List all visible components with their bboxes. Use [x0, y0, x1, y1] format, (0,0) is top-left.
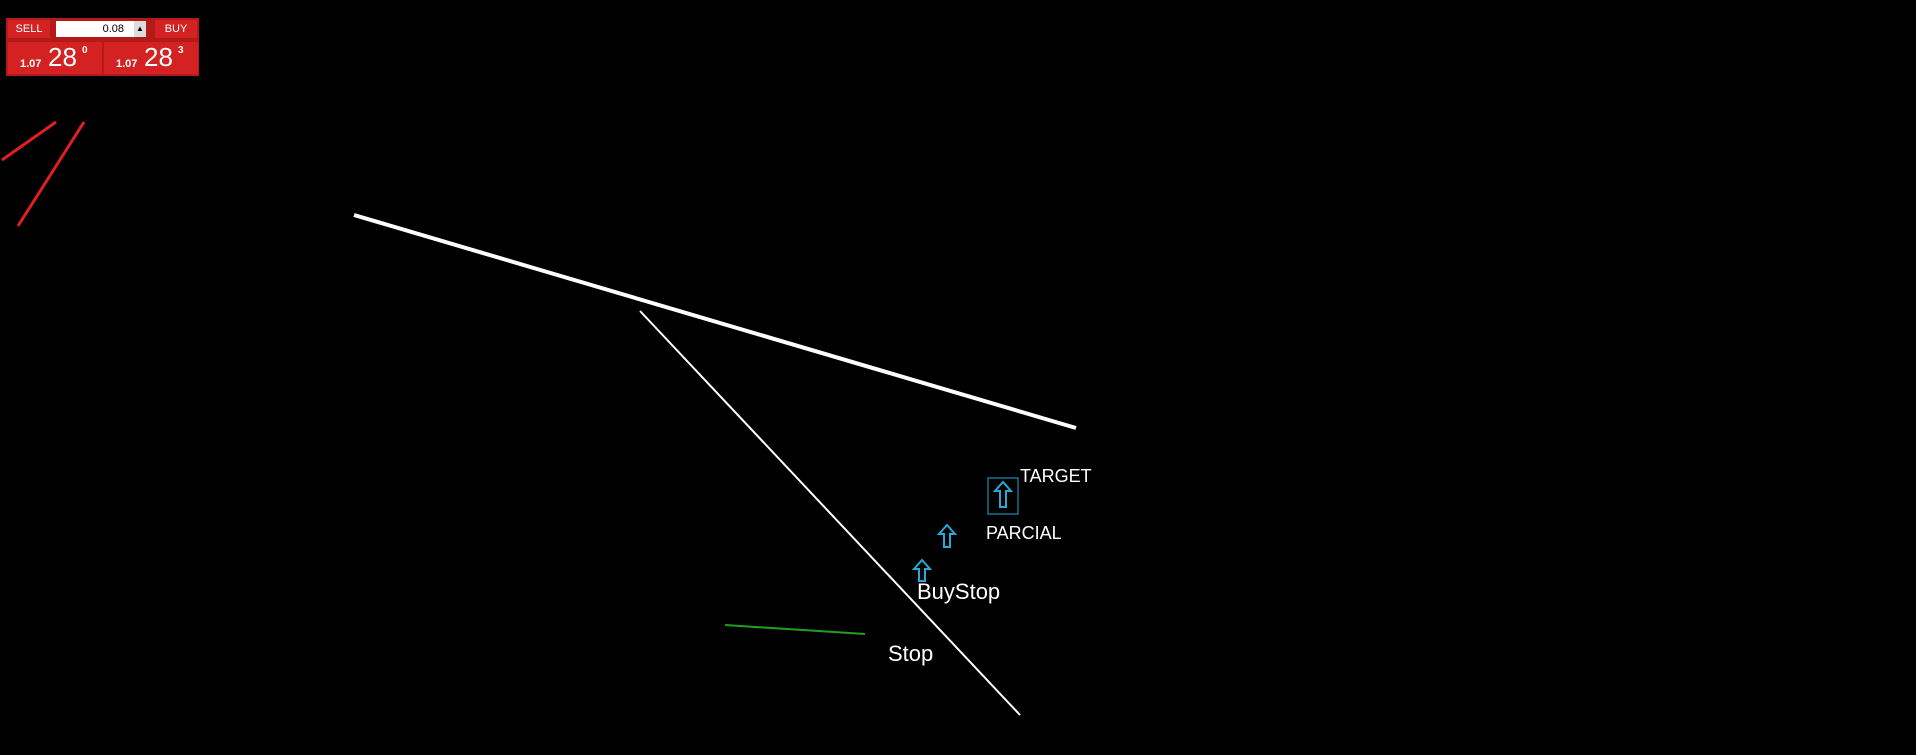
notes: TARGET PARCIAL BuyStop Stop	[888, 466, 1092, 666]
trend-line	[639, 310, 1021, 716]
arrow-icon	[936, 523, 958, 548]
quote-prefix: 1.07	[20, 58, 42, 70]
quote-sup: 3	[178, 45, 184, 56]
arrow-icon	[911, 558, 933, 582]
trend-line	[1, 120, 57, 162]
drawings	[1, 120, 1077, 716]
annotation: BuyStop	[917, 579, 1000, 604]
buy-button[interactable]: BUY	[155, 20, 197, 38]
sell-button[interactable]: SELL	[8, 20, 50, 38]
trend-line	[724, 624, 866, 635]
annotation: PARCIAL	[986, 523, 1062, 543]
bid-quote[interactable]: 1.07 28 0	[8, 42, 102, 74]
quote-sup: 0	[82, 45, 88, 56]
arrow-box	[987, 477, 1019, 515]
trend-line	[353, 213, 1077, 430]
annotation: Stop	[888, 641, 933, 666]
quote-big: 28	[48, 42, 77, 72]
trend-line	[16, 121, 86, 227]
arrow-icon	[992, 480, 1014, 508]
annotation: TARGET	[1020, 466, 1092, 486]
trade-panel: SELL ▼ 0.08 ▲ BUY 1.07 28 0 1.07 28 3	[6, 18, 199, 76]
ask-quote[interactable]: 1.07 28 3	[104, 42, 198, 74]
quote-prefix: 1.07	[116, 58, 138, 70]
lot-input[interactable]: 0.08	[56, 21, 146, 37]
lot-up[interactable]: ▲	[134, 21, 146, 37]
quote-big: 28	[144, 42, 173, 72]
